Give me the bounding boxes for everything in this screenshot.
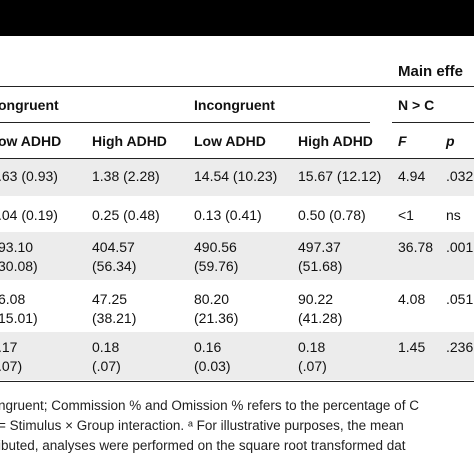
table-cell: 497.37 xyxy=(298,239,341,255)
table-cell: 0.18 xyxy=(92,339,120,355)
table-cell-sd: (.07) xyxy=(92,358,121,374)
table-cell: 0.18 xyxy=(298,339,326,355)
row-band-5 xyxy=(0,332,474,380)
header-congruent: ongruent xyxy=(0,97,59,113)
footnote-line-2: = Stimulus × Group interaction. ᵃ For il… xyxy=(0,418,404,433)
table-cell-sd: (51.68) xyxy=(298,258,343,274)
row-band-1 xyxy=(0,159,474,196)
table-cell: 93.10 xyxy=(0,239,34,255)
table-cell: 1.45 xyxy=(398,339,426,355)
table-cell: 6.08 xyxy=(0,291,26,307)
table-cell: .17 xyxy=(0,339,18,355)
table-cell: 4.08 xyxy=(398,291,426,307)
table-cell: 1.38 (2.28) xyxy=(92,168,160,184)
table-cell: 80.20 xyxy=(194,291,230,307)
table-cell-sd: (0.03) xyxy=(194,358,231,374)
table-cell: 36.78 xyxy=(398,239,434,255)
table-cell-sd: 15.01) xyxy=(0,310,38,326)
table-cell: .63 (0.93) xyxy=(0,168,58,184)
header-rule-1 xyxy=(0,86,474,87)
table-cell: 490.56 xyxy=(194,239,237,255)
table-cell-sd: .07) xyxy=(0,358,23,374)
header-sub-p: p xyxy=(446,133,455,149)
header-rule-2a xyxy=(0,122,370,123)
table-cell: 404.57 xyxy=(92,239,135,255)
table-cell: 90.22 xyxy=(298,291,334,307)
header-incongruent: Incongruent xyxy=(194,97,275,113)
table-cell: .236 xyxy=(446,339,474,355)
table-cell: <1 xyxy=(398,207,414,223)
table-bottom-rule xyxy=(0,381,474,382)
table-cell-sd: (38.21) xyxy=(92,310,137,326)
row-band-3 xyxy=(0,232,474,280)
header-sub-high-incongruent: High ADHD xyxy=(298,133,373,149)
table-cell: ns xyxy=(446,207,461,223)
table-cell-sd: (.07) xyxy=(298,358,327,374)
table-cell: .032 xyxy=(446,168,474,184)
table-cell-sd: (56.34) xyxy=(92,258,137,274)
table-cell-sd: (41.28) xyxy=(298,310,343,326)
table-cell-sd: (21.36) xyxy=(194,310,239,326)
table-cell: .04 (0.19) xyxy=(0,207,58,223)
table-cell: 15.67 (12.12) xyxy=(298,168,382,184)
top-black-bar xyxy=(0,0,474,36)
table-cell: 0.50 (0.78) xyxy=(298,207,366,223)
header-rule-2b xyxy=(392,122,474,123)
header-sub-high-congruent: High ADHD xyxy=(92,133,167,149)
table-cell: 4.94 xyxy=(398,168,426,184)
table-cell: 14.54 (10.23) xyxy=(194,168,278,184)
footnote-line-3: ibuted, analyses were performed on the s… xyxy=(0,438,406,453)
table-cell-sd: (59.76) xyxy=(194,258,239,274)
table-cell: 0.25 (0.48) xyxy=(92,207,160,223)
header-rule-3 xyxy=(0,158,474,159)
table-cell: 47.25 xyxy=(92,291,128,307)
table-cell-sd: 30.08) xyxy=(0,258,38,274)
table-cell: .051 xyxy=(446,291,474,307)
header-main-effects: Main effe xyxy=(398,63,464,80)
header-sub-low-congruent: ow ADHD xyxy=(0,133,62,149)
header-sub-f: F xyxy=(398,133,407,149)
table-cell: 0.16 xyxy=(194,339,222,355)
header-sub-low-incongruent: Low ADHD xyxy=(194,133,266,149)
table-cell: 0.13 (0.41) xyxy=(194,207,262,223)
header-contrast: N > C xyxy=(398,97,435,113)
footnote-line-1: ngruent; Commission % and Omission % ref… xyxy=(0,398,419,413)
table-cell: .001 xyxy=(446,239,474,255)
